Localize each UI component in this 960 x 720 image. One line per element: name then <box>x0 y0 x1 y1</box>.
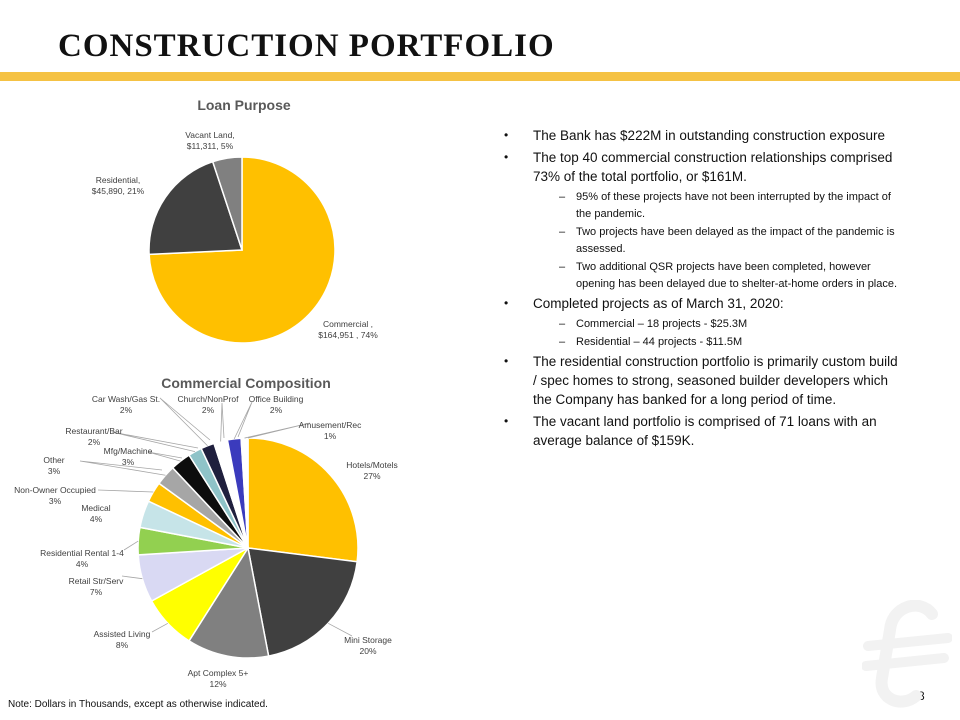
footnote: Note: Dollars in Thousands, except as ot… <box>8 699 268 710</box>
slice-label-line: 4% <box>76 559 89 569</box>
slice-label: Apt Complex 5+ 12% <box>188 668 249 689</box>
slice-label-line: 1% <box>324 431 337 441</box>
sub-bullet-item: Two projects have been delayed as the im… <box>512 224 904 258</box>
slice-label-line: 7% <box>90 587 103 597</box>
leader-line <box>97 489 154 493</box>
slice-label-line: Residential, <box>96 175 140 185</box>
slice-label-line: 2% <box>270 405 283 415</box>
slice-label-line: 2% <box>88 437 101 447</box>
slice-label: Vacant Land, $11,311, 5% <box>185 130 234 151</box>
slice-label-line: Church/NonProf <box>178 394 240 404</box>
slice-label: Residential Rental 1-4 4% <box>40 548 124 569</box>
leader-line <box>123 540 139 551</box>
slice-label: Other 3% <box>43 455 64 476</box>
leader-line <box>111 431 199 452</box>
slice-label-line: Office Building <box>249 394 304 404</box>
slice-label-line: 3% <box>122 457 135 467</box>
slice-label-line: Commercial , <box>323 319 373 329</box>
leader-line <box>121 575 143 580</box>
bank-logo-icon <box>862 600 952 708</box>
slice-label: Office Building 2% <box>249 394 304 415</box>
slice-label: Mini Storage 20% <box>344 635 392 656</box>
slice-label-line: 2% <box>120 405 133 415</box>
leader-line <box>147 451 183 462</box>
slice-label-line: $164,951 , 74% <box>318 330 378 340</box>
slice-label-line: 12% <box>209 679 226 689</box>
slice-label-line: Hotels/Motels <box>346 460 398 470</box>
bullet-item: The residential construction portfolio i… <box>504 352 904 409</box>
slice-label-line: 8% <box>116 640 129 650</box>
chart-title: Loan Purpose <box>197 97 291 113</box>
slice-label-line: Vacant Land, <box>185 130 234 140</box>
bullet-list: The Bank has $222M in outstanding constr… <box>504 126 904 453</box>
bullet-item: Completed projects as of March 31, 2020: <box>504 294 904 313</box>
slice-label-line: Non-Owner Occupied <box>14 485 96 495</box>
slice-label-line: Residential Rental 1-4 <box>40 548 124 558</box>
leader-line <box>79 460 166 476</box>
slice-label-line: Car Wash/Gas St. <box>92 394 160 404</box>
sub-bullet-item: 95% of these projects have not been inte… <box>512 189 904 223</box>
chart-title: Commercial Composition <box>161 375 331 391</box>
leader-line <box>233 401 253 440</box>
slice-label-line: Mfg/Machine <box>104 446 153 456</box>
slice-label-line: Medical <box>81 503 110 513</box>
slice-label: Amusement/Rec 1% <box>299 420 363 441</box>
slice-label: Residential, $45,890, 21% <box>92 175 145 196</box>
slice-label-line: 27% <box>363 471 380 481</box>
page-title: CONSTRUCTION PORTFOLIO <box>58 28 555 64</box>
slice-label-line: Assisted Living <box>94 629 151 639</box>
slice-label: Church/NonProf 2% <box>178 394 240 415</box>
slice-label: Medical 4% <box>81 503 110 524</box>
bullet-item: The top 40 commercial construction relat… <box>504 148 904 186</box>
pie-slice <box>188 545 270 659</box>
slice-label-line: Apt Complex 5+ <box>188 668 249 678</box>
leader-line <box>151 622 169 633</box>
slice-label: Assisted Living 8% <box>94 629 151 650</box>
leader-line <box>244 422 311 439</box>
slice-label: Commercial , $164,951 , 74% <box>318 319 378 340</box>
leader-line <box>159 397 211 447</box>
sub-bullet-item: Two additional QSR projects have been co… <box>512 259 904 293</box>
sub-bullet-item: Residential – 44 projects - $11.5M <box>512 334 904 351</box>
leader-line <box>220 402 225 442</box>
slice-label-line: 4% <box>90 514 103 524</box>
slice-label: Retail Str/Serv 7% <box>69 576 125 597</box>
title-underline-bar <box>0 72 960 81</box>
slice-label-line: $45,890, 21% <box>92 186 145 196</box>
slice-label-line: Mini Storage <box>344 635 392 645</box>
slice-label-line: Other <box>43 455 64 465</box>
sub-bullet-item: Commercial – 18 projects - $25.3M <box>512 316 904 333</box>
slice-label: Hotels/Motels 27% <box>346 460 398 481</box>
slice-label-line: Restaurant/Bar <box>65 426 122 436</box>
slice-label-line: 3% <box>49 496 62 506</box>
slice-label: Non-Owner Occupied 3% <box>14 485 96 506</box>
slice-label-line: $11,311, 5% <box>187 141 234 151</box>
slice-label: Mfg/Machine 3% <box>104 446 153 467</box>
bullet-item: The Bank has $222M in outstanding constr… <box>504 126 904 145</box>
slice-label-line: 3% <box>48 466 61 476</box>
pie-slice <box>211 156 243 251</box>
slice-label-line: 20% <box>359 646 376 656</box>
slice-label: Restaurant/Bar 2% <box>65 426 122 447</box>
slice-label-line: Retail Str/Serv <box>69 576 125 586</box>
pie-slice <box>240 437 249 549</box>
leader-line <box>327 622 353 637</box>
slice-label: Car Wash/Gas St. 2% <box>92 394 160 415</box>
pie-slice <box>247 437 359 563</box>
slice-label-line: 2% <box>202 405 215 415</box>
slice-label-line: Amusement/Rec <box>299 420 363 430</box>
pie-slice <box>148 160 244 256</box>
bullet-item: The vacant land portfolio is comprised o… <box>504 412 904 450</box>
